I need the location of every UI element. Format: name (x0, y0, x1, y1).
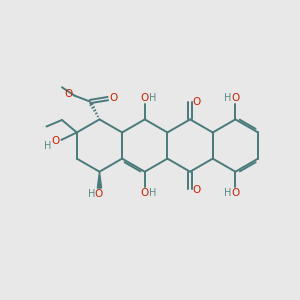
Text: H: H (224, 93, 231, 103)
Text: O: O (232, 93, 240, 103)
Text: O: O (140, 93, 148, 103)
Text: O: O (140, 188, 148, 198)
Text: O: O (192, 184, 200, 194)
Text: H: H (224, 188, 231, 198)
Text: O: O (64, 89, 73, 99)
Text: O: O (110, 93, 118, 103)
Text: O: O (51, 136, 59, 146)
Text: H: H (149, 93, 156, 103)
Text: O: O (232, 188, 240, 198)
Text: H: H (88, 189, 95, 199)
Text: H: H (149, 188, 156, 198)
Text: O: O (192, 97, 200, 106)
Polygon shape (98, 172, 102, 188)
Text: O: O (95, 189, 103, 199)
Text: H: H (44, 141, 51, 151)
